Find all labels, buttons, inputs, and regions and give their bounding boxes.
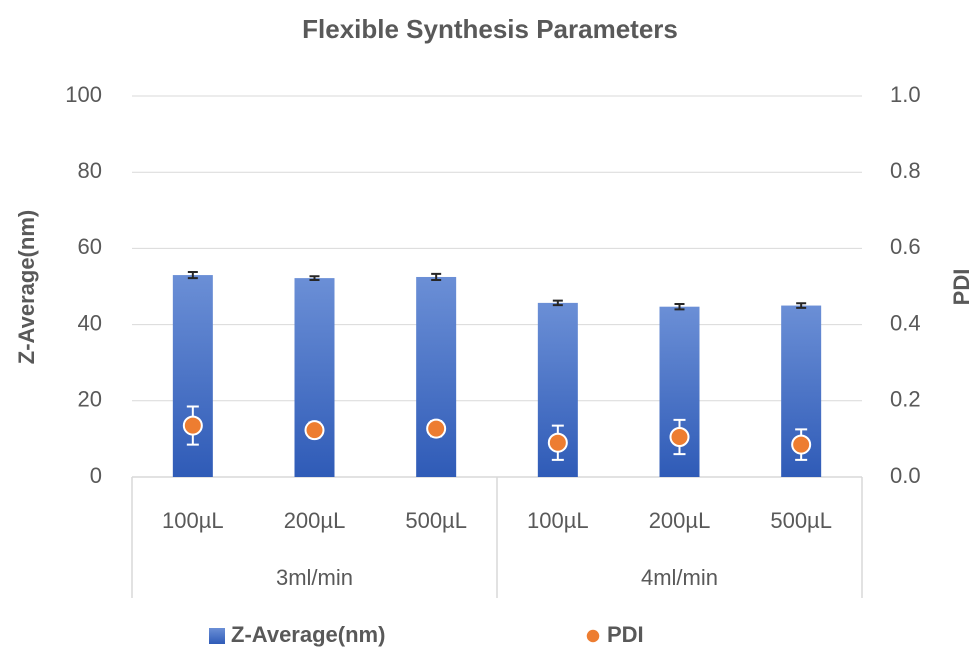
- point: [669, 426, 690, 447]
- chart-title: Flexible Synthesis Parameters: [302, 14, 678, 44]
- point: [426, 418, 447, 439]
- legend-label: Z-Average(nm): [231, 622, 385, 647]
- y-tick-label: 0: [90, 463, 102, 488]
- y-tick-label: 40: [78, 310, 102, 335]
- legend-label: PDI: [607, 622, 644, 647]
- group-label: 4ml/min: [641, 565, 718, 590]
- y2-tick-label: 0.2: [890, 387, 921, 412]
- point: [547, 432, 568, 453]
- x-tick-label: 500µL: [405, 508, 467, 533]
- legend-swatch: [209, 628, 225, 644]
- bar: [416, 276, 457, 477]
- bar: [172, 275, 213, 477]
- error-bar: [552, 299, 563, 307]
- point: [304, 420, 325, 441]
- error-bar: [796, 302, 807, 309]
- y-tick-label: 100: [65, 82, 102, 107]
- error-bar: [187, 271, 198, 280]
- y-tick-label: 20: [78, 387, 102, 412]
- y-axis-label: Z-Average(nm): [14, 210, 39, 364]
- point: [791, 434, 812, 455]
- x-tick-label: 200µL: [649, 508, 711, 533]
- x-tick-label: 200µL: [284, 508, 346, 533]
- x-tick-label: 100µL: [162, 508, 224, 533]
- y-tick-label: 60: [78, 234, 102, 259]
- group-label: 3ml/min: [276, 565, 353, 590]
- y2-tick-label: 0.8: [890, 158, 921, 183]
- error-bar: [674, 303, 685, 311]
- x-tick-label: 500µL: [770, 508, 832, 533]
- y-tick-label: 80: [78, 158, 102, 183]
- y2-axis-label: PDI: [949, 269, 974, 306]
- y2-tick-label: 1.0: [890, 82, 921, 107]
- y2-tick-label: 0.6: [890, 234, 921, 259]
- y2-tick-label: 0.4: [890, 310, 921, 335]
- x-tick-label: 100µL: [527, 508, 589, 533]
- legend-swatch: [585, 628, 601, 644]
- bar: [294, 278, 335, 477]
- error-bar: [309, 275, 320, 282]
- error-bar: [431, 272, 442, 282]
- point: [182, 415, 203, 436]
- y2-tick-label: 0.0: [890, 463, 921, 488]
